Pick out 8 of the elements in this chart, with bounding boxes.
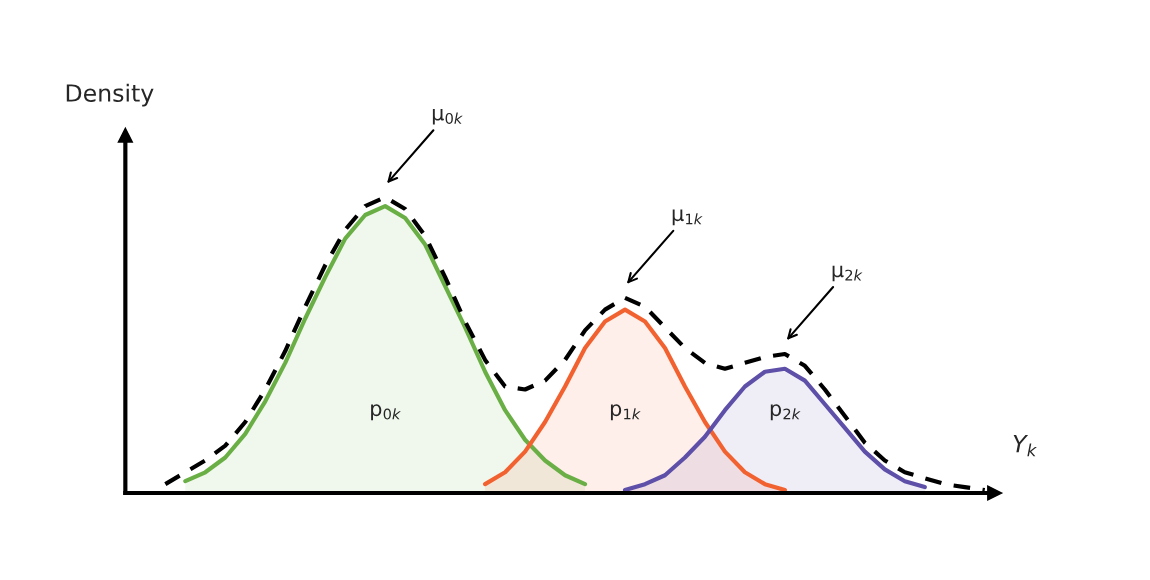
annotation: p$_{0k}$ bbox=[371, 404, 401, 421]
annotation: p$_{1k}$ bbox=[610, 404, 641, 421]
annotation: p$_{2k}$ bbox=[770, 404, 801, 421]
x-axis-title: Y$_{k}$ bbox=[1013, 435, 1037, 457]
annotation: μ$_{1k}$ bbox=[672, 209, 703, 226]
text: μ$_{0k}$ bbox=[432, 108, 463, 125]
y-axis-title: Density bbox=[66, 83, 154, 107]
annotation: μ$_{2k}$ bbox=[832, 265, 863, 282]
